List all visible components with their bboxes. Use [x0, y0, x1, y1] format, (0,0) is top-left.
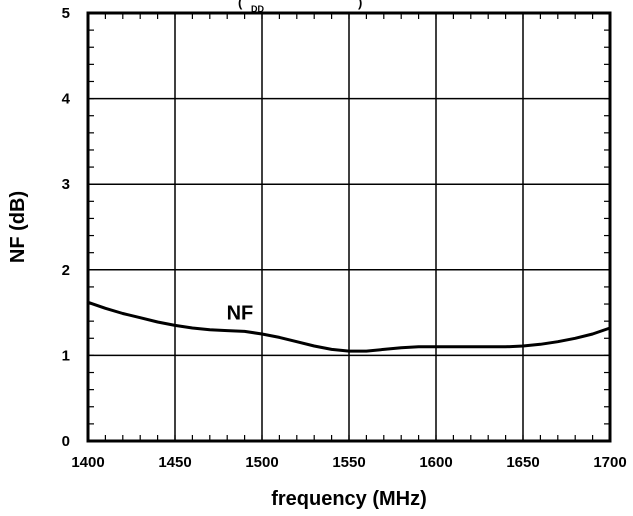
y-axis-title: NF (dB): [7, 191, 29, 263]
title-subscript: DD: [251, 4, 264, 14]
y-tick-label: 3: [62, 176, 70, 193]
x-tick-label: 1650: [506, 454, 539, 471]
nf-series-label: NF: [227, 303, 254, 325]
grid: [88, 13, 610, 441]
cropped-title-fragment: ( DD ): [238, 0, 362, 14]
y-tick-labels: 0 1 2 3 4 5: [62, 5, 71, 450]
x-axis-title: frequency (MHz): [271, 488, 427, 510]
title-paren-open: (: [238, 0, 243, 10]
y-tick-label: 4: [62, 91, 71, 108]
x-tick-label: 1400: [71, 454, 104, 471]
x-tick-label: 1600: [419, 454, 452, 471]
x-tick-label: 1500: [245, 454, 278, 471]
y-tick-label: 0: [62, 433, 70, 450]
x-tick-label: 1450: [158, 454, 191, 471]
x-tick-label: 1700: [593, 454, 626, 471]
x-tick-label: 1550: [332, 454, 365, 471]
x-tick-labels: 1400 1450 1500 1550 1600 1650 1700: [71, 454, 626, 471]
y-tick-label: 1: [62, 347, 70, 364]
y-tick-label: 2: [62, 262, 70, 279]
plot-frame: [86, 11, 612, 443]
y-tick-label: 5: [62, 5, 70, 22]
nf-series-line: [86, 300, 612, 353]
title-paren-close: ): [358, 0, 362, 10]
